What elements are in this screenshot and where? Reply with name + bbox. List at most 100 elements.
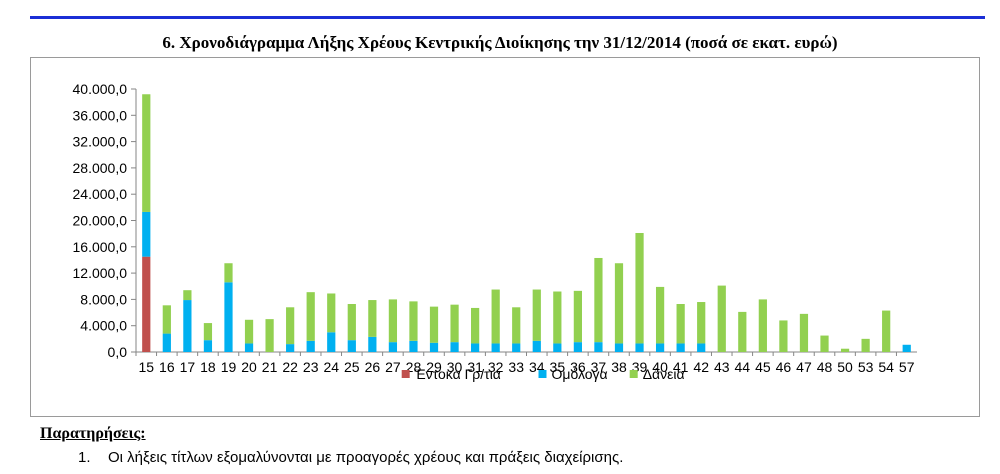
bar-segment — [471, 343, 480, 352]
bar-segment — [471, 307, 480, 344]
bar-segment — [532, 289, 541, 341]
bar-segment — [429, 342, 439, 352]
header-rule — [30, 16, 985, 19]
x-tick-label: 41 — [673, 359, 689, 375]
bar-segment — [409, 340, 418, 352]
y-tick-label: 4.000,0 — [80, 318, 127, 334]
bar-segment — [388, 299, 398, 343]
legend-label: Έντοκα Γρ/τια — [414, 366, 501, 382]
note-text: Οι λήξεις τίτλων εξομαλύνονται με προαγο… — [108, 449, 624, 466]
bar-segment — [347, 340, 356, 352]
bar-segment — [183, 300, 192, 352]
x-tick-label: 40 — [652, 359, 668, 375]
x-tick-label: 36 — [570, 359, 586, 375]
bar-segment — [882, 310, 891, 352]
x-tick-label: 19 — [221, 359, 237, 375]
bar-segment — [142, 94, 151, 212]
debt-maturity-chart: 0,0 4.000,0 8.000,0 12.000,0 16.000,0 20.000,… — [73, 81, 917, 382]
bar-segment — [244, 343, 254, 352]
bar-segment — [902, 344, 911, 352]
x-tick-label: 45 — [755, 359, 771, 375]
bar-segment — [244, 319, 254, 344]
x-tick-label: 25 — [344, 359, 360, 375]
bar-segment — [614, 343, 624, 352]
x-tick-label: 21 — [262, 359, 278, 375]
legend-label: Ομόλογα — [552, 366, 608, 382]
x-tick-label: 50 — [837, 359, 853, 375]
y-tick-label: 16.000,0 — [73, 239, 128, 255]
x-tick-label: 16 — [159, 359, 175, 375]
y-tick-label: 12.000,0 — [73, 265, 128, 281]
x-tick-label: 53 — [858, 359, 874, 375]
y-tick-label: 0,0 — [108, 344, 128, 360]
bar-segment — [347, 304, 356, 341]
bar-segment — [162, 333, 171, 352]
notes-heading: Παρατηρήσεις: — [40, 425, 146, 442]
x-tick-label: 31 — [467, 359, 483, 375]
bar-segment — [368, 300, 377, 337]
bar-segment — [655, 343, 665, 352]
bar-segment — [553, 291, 562, 344]
bar-segment — [820, 335, 829, 352]
bar-segment — [573, 290, 582, 343]
bar-segment — [738, 311, 747, 352]
x-tick-label: 35 — [550, 359, 566, 375]
legend-label: Δάνεια — [643, 366, 685, 382]
bar-segment — [594, 342, 603, 352]
bar-segment — [224, 263, 233, 283]
bar-segment — [203, 323, 213, 341]
bar-segment — [183, 290, 192, 301]
y-tick-label: 24.000,0 — [73, 186, 128, 202]
bar-segment — [553, 343, 562, 352]
bar-segment — [286, 307, 295, 345]
x-tick-label: 46 — [776, 359, 792, 375]
x-tick-label: 32 — [488, 359, 504, 375]
y-tick-label: 36.000,0 — [73, 107, 128, 123]
x-tick-label: 42 — [693, 359, 709, 375]
bar-segment — [635, 232, 644, 344]
x-tick-label: 29 — [426, 359, 442, 375]
x-tick-label: 22 — [282, 359, 298, 375]
x-tick-label: 37 — [591, 359, 607, 375]
bar-segment — [717, 285, 726, 352]
x-tick-label: 23 — [303, 359, 319, 375]
bar-segment — [368, 336, 377, 352]
x-tick-label: 33 — [508, 359, 524, 375]
bar-segment — [203, 340, 213, 352]
bar-segment — [142, 211, 151, 257]
x-tick-label: 15 — [138, 359, 154, 375]
bar-segment — [697, 302, 706, 344]
x-tick-label: 26 — [365, 359, 381, 375]
bar-segment — [799, 313, 809, 352]
bar-segment — [265, 319, 274, 352]
y-tick-label: 32.000,0 — [73, 134, 128, 150]
bar-segment — [327, 332, 336, 352]
bar-segment — [450, 342, 459, 352]
x-tick-label: 30 — [447, 359, 463, 375]
bar-segment — [532, 340, 541, 352]
x-tick-label: 27 — [385, 359, 401, 375]
note-number: 1. — [78, 449, 91, 466]
legend-swatch — [629, 370, 638, 378]
bar-segment — [429, 306, 439, 343]
x-tick-label: 47 — [796, 359, 812, 375]
legend-swatch — [401, 370, 410, 378]
bar-segment — [286, 344, 295, 352]
bar-segment — [450, 304, 459, 343]
bar-segment — [676, 343, 685, 352]
x-tick-label: 54 — [878, 359, 894, 375]
x-tick-label: 43 — [714, 359, 730, 375]
bar-segment — [594, 257, 603, 343]
x-tick-label: 20 — [241, 359, 257, 375]
x-tick-label: 57 — [899, 359, 915, 375]
bar-segment — [512, 307, 521, 344]
bar-segment — [162, 305, 171, 334]
chart-frame: 0,0 4.000,0 8.000,0 12.000,0 16.000,0 20.000,… — [30, 57, 980, 417]
bar-segment — [614, 263, 624, 344]
bar-segment — [676, 304, 685, 344]
x-tick-label: 17 — [180, 359, 196, 375]
x-tick-label: 24 — [323, 359, 339, 375]
bar-segment — [409, 301, 418, 341]
x-tick-label: 44 — [735, 359, 751, 375]
bar-segment — [306, 292, 315, 341]
